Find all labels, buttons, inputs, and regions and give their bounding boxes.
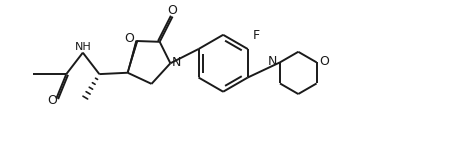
Text: N: N <box>267 55 277 68</box>
Polygon shape <box>127 41 137 73</box>
Text: N: N <box>172 56 181 69</box>
Text: O: O <box>167 4 177 17</box>
Text: F: F <box>252 29 259 42</box>
Text: NH: NH <box>75 42 92 52</box>
Text: O: O <box>47 94 57 107</box>
Text: O: O <box>124 32 133 45</box>
Text: O: O <box>318 55 328 68</box>
